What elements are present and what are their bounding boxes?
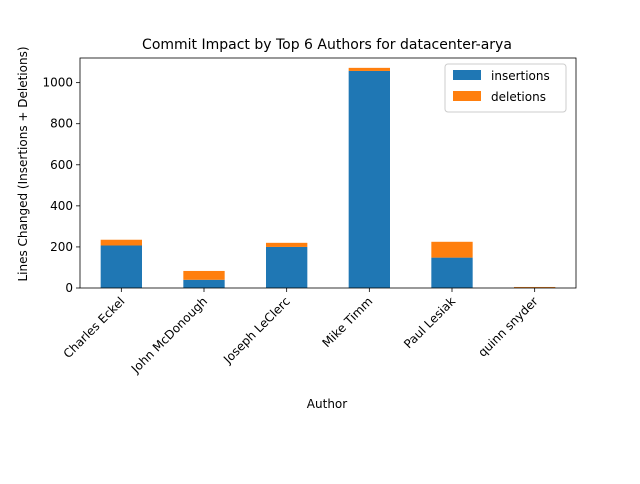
- legend-swatch-insertions: [453, 70, 481, 80]
- chart-title: Commit Impact by Top 6 Authors for datac…: [142, 37, 512, 53]
- x-tick-label: quinn snyder: [475, 294, 540, 359]
- y-tick-label: 1000: [42, 76, 73, 90]
- bar-insertions: [431, 258, 472, 288]
- y-tick-label: 400: [50, 199, 73, 213]
- x-tick-label: Joseph LeClerc: [220, 294, 293, 367]
- x-axis-label: Author: [307, 397, 347, 411]
- bar-insertions: [266, 247, 307, 288]
- y-tick-label: 600: [50, 158, 73, 172]
- legend-label-deletions: deletions: [491, 90, 546, 104]
- bar-deletions: [183, 271, 224, 280]
- legend: insertions deletions: [445, 64, 566, 112]
- x-tick-label: John McDonough: [128, 294, 210, 376]
- legend-swatch-deletions: [453, 91, 481, 101]
- y-axis-label: Lines Changed (Insertions + Deletions): [16, 46, 30, 281]
- bar-insertions: [101, 245, 142, 288]
- x-tick-label: Paul Lesiak: [401, 294, 458, 351]
- x-tick-label: Mike Timm: [320, 294, 376, 350]
- bar-deletions: [101, 240, 142, 246]
- y-tick-label: 0: [65, 281, 73, 295]
- bar-deletions: [266, 243, 307, 247]
- y-tick-label: 200: [50, 240, 73, 254]
- y-tick-label: 800: [50, 117, 73, 131]
- bar-deletions: [431, 242, 472, 258]
- bar-deletions: [514, 287, 555, 288]
- legend-label-insertions: insertions: [491, 69, 550, 83]
- bar-insertions: [349, 71, 390, 288]
- bar-insertions: [183, 280, 224, 288]
- bar-deletions: [349, 68, 390, 71]
- x-tick-label: Charles Eckel: [61, 294, 128, 361]
